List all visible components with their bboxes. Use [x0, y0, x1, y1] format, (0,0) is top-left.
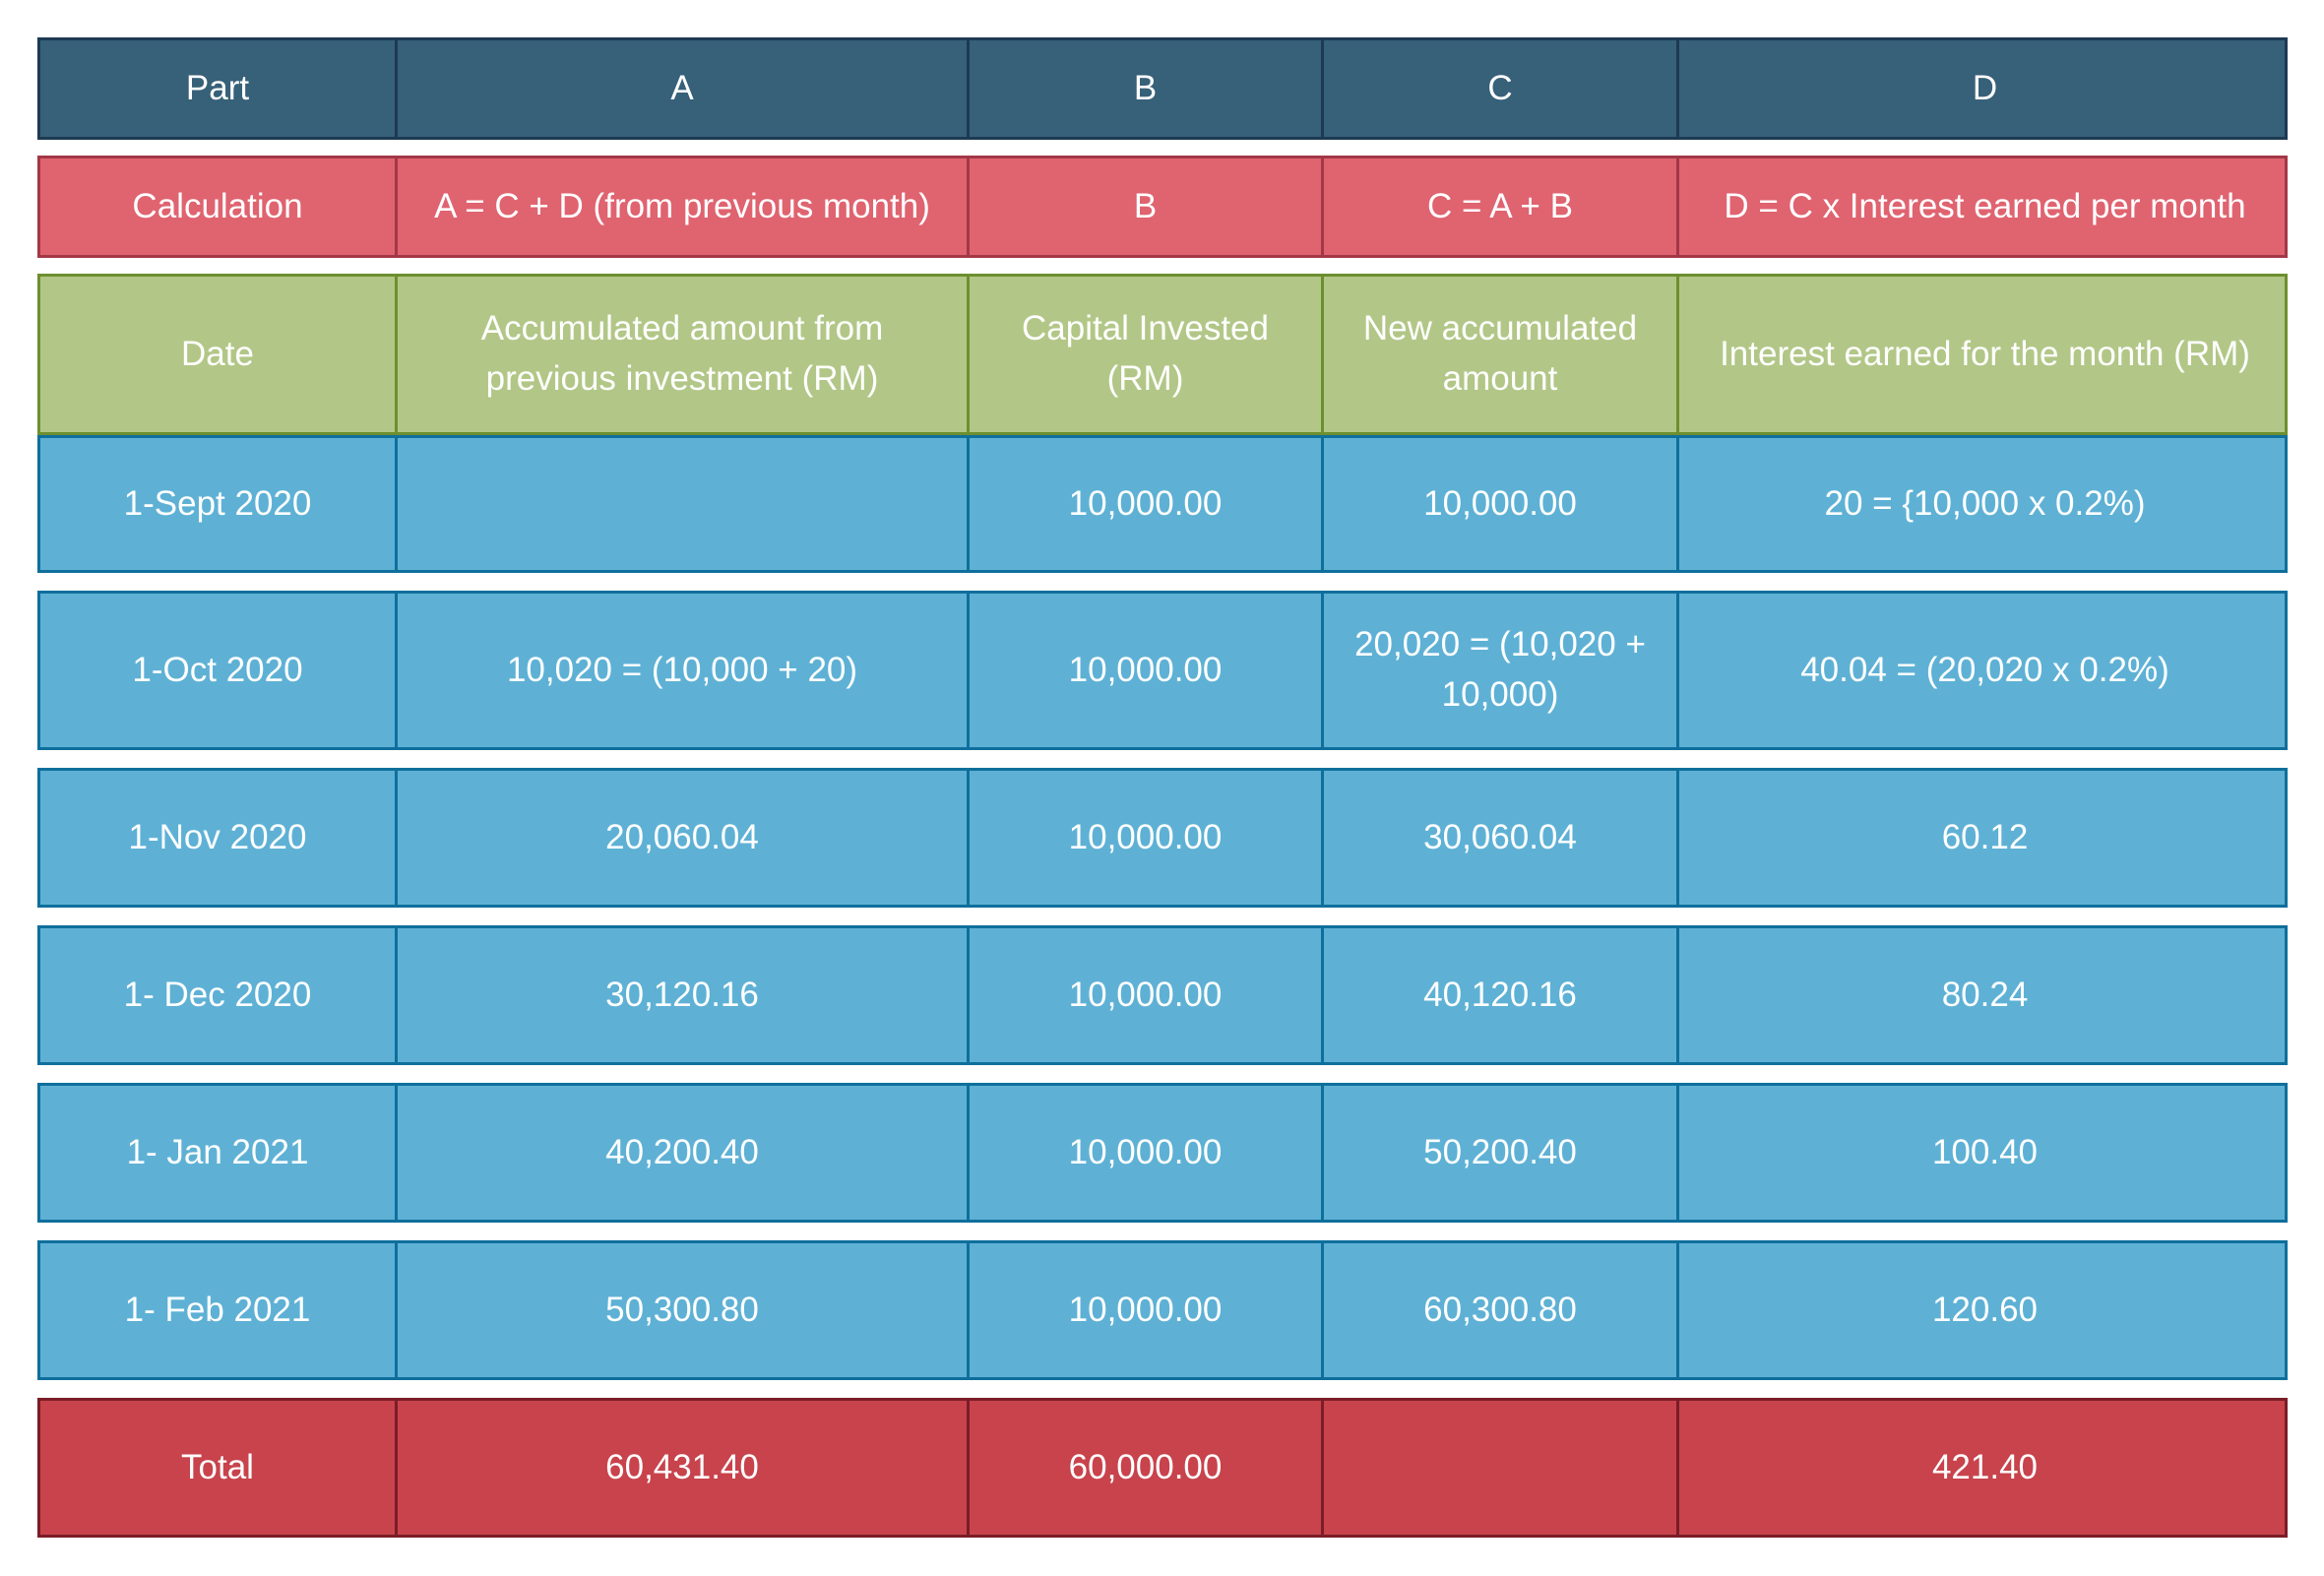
calc-cell-c: C = A + B [1324, 158, 1679, 255]
interest-cell: 100.40 [1931, 1132, 2039, 1171]
capital-cell: 10,000.00 [970, 594, 1324, 747]
new-accumulated-cell: 50,200.40 [1324, 1086, 1679, 1220]
interest-cell: 40.04 = (20,020 x 0.2%) [1800, 650, 2169, 689]
accumulated-cell: 10,020 = (10,000 + 20) [398, 594, 970, 747]
total-new-accumulated [1324, 1401, 1679, 1535]
interest-cell: 60.12 [1941, 817, 2029, 856]
date-cell: 1- Dec 2020 [40, 928, 398, 1062]
new-accumulated-cell: 40,120.16 [1324, 928, 1679, 1062]
header-cell-b: B [970, 40, 1324, 137]
interest-cell: 20 = {10,000 x 0.2%) [1824, 483, 2146, 523]
date-cell: 1-Oct 2020 [40, 594, 398, 747]
new-accumulated-cell: 30,060.04 [1324, 771, 1679, 905]
calc-cell-b: B [970, 158, 1324, 255]
calc-cell-label: Calculation [40, 158, 398, 255]
header-cell-a: A [398, 40, 970, 137]
column-description-row: Date Accumulated amount from previous in… [37, 274, 2288, 435]
total-label: Total [40, 1401, 398, 1535]
total-row: Total 60,431.40 60,000.00 421.40 [37, 1398, 2288, 1538]
date-cell: 1- Feb 2021 [40, 1243, 398, 1377]
desc-cell-capital: Capital Invested (RM) [970, 277, 1324, 432]
capital-cell: 10,000.00 [970, 1243, 1324, 1377]
header-cell-d: D [1972, 68, 1998, 107]
capital-cell: 10,000.00 [970, 1086, 1324, 1220]
date-cell: 1- Jan 2021 [40, 1086, 398, 1220]
table-row: 1- Jan 2021 40,200.40 10,000.00 50,200.4… [37, 1083, 2288, 1223]
calc-cell-a: A = C + D (from previous month) [398, 158, 970, 255]
table-row: 1- Dec 2020 30,120.16 10,000.00 40,120.1… [37, 925, 2288, 1065]
accumulated-cell [398, 438, 970, 570]
capital-cell: 10,000.00 [970, 771, 1324, 905]
total-capital: 60,000.00 [970, 1401, 1324, 1535]
new-accumulated-cell: 60,300.80 [1324, 1243, 1679, 1377]
date-cell: 1-Sept 2020 [40, 438, 398, 570]
capital-cell: 10,000.00 [970, 928, 1324, 1062]
desc-cell-interest: Interest earned for the month (RM) [1720, 334, 2250, 373]
new-accumulated-cell: 10,000.00 [1324, 438, 1679, 570]
header-cell-part: Part [40, 40, 398, 137]
new-accumulated-cell: 20,020 = (10,020 + 10,000) [1324, 594, 1679, 747]
interest-cell: 120.60 [1931, 1290, 2039, 1329]
desc-cell-date: Date [40, 277, 398, 432]
header-cell-c: C [1324, 40, 1679, 137]
calculation-row: Calculation A = C + D (from previous mon… [37, 156, 2288, 258]
calc-cell-d: D = C x Interest earned per month [1724, 186, 2246, 225]
table-header-row: Part A B C D [37, 37, 2288, 140]
capital-cell: 10,000.00 [970, 438, 1324, 570]
table-row: 1- Feb 2021 50,300.80 10,000.00 60,300.8… [37, 1240, 2288, 1380]
total-accumulated: 60,431.40 [398, 1401, 970, 1535]
accumulated-cell: 30,120.16 [398, 928, 970, 1062]
table-row: 1-Oct 2020 10,020 = (10,000 + 20) 10,000… [37, 591, 2288, 750]
desc-cell-accumulated: Accumulated amount from previous investm… [398, 277, 970, 432]
accumulated-cell: 20,060.04 [398, 771, 970, 905]
total-interest: 421.40 [1931, 1447, 2039, 1486]
table-row: 1-Sept 2020 10,000.00 10,000.00 20 = {10… [37, 435, 2288, 573]
accumulated-cell: 40,200.40 [398, 1086, 970, 1220]
accumulated-cell: 50,300.80 [398, 1243, 970, 1377]
date-cell: 1-Nov 2020 [40, 771, 398, 905]
interest-cell: 80.24 [1941, 975, 2029, 1014]
table-row: 1-Nov 2020 20,060.04 10,000.00 30,060.04… [37, 768, 2288, 908]
desc-cell-new-accumulated: New accumulated amount [1324, 277, 1679, 432]
